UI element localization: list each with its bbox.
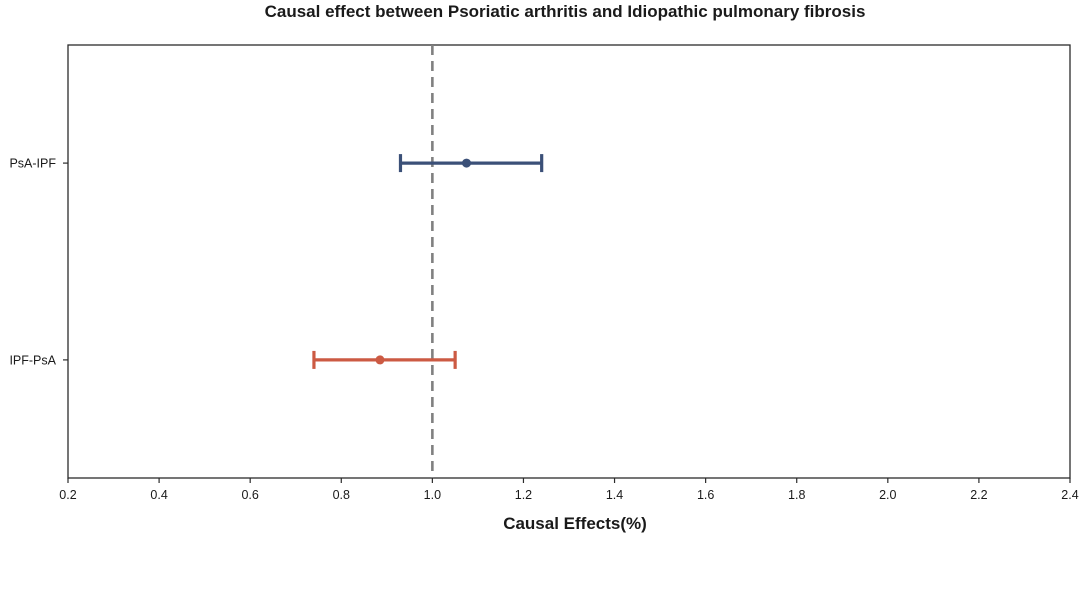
- x-tick-label: 0.4: [150, 488, 167, 502]
- x-tick-label: 0.6: [241, 488, 258, 502]
- x-tick-label: 0.8: [333, 488, 350, 502]
- estimate-row-psa-ipf: PsA-IPF: [9, 154, 544, 173]
- x-tick-label: 1.2: [515, 488, 532, 502]
- x-tick-label: 1.6: [697, 488, 714, 502]
- point-estimate: [375, 355, 385, 365]
- x-axis-label: Causal Effects(%): [503, 514, 647, 533]
- y-category-label: IPF-PsA: [9, 353, 56, 367]
- y-category-label: PsA-IPF: [9, 157, 56, 171]
- x-tick-label: 1.0: [424, 488, 441, 502]
- point-estimate: [462, 158, 472, 168]
- x-tick-label: 1.8: [788, 488, 805, 502]
- estimate-row-ipf-psa: IPF-PsA: [9, 350, 457, 369]
- estimate-rows: PsA-IPF IPF-PsA: [9, 154, 544, 369]
- x-tick-label: 1.4: [606, 488, 623, 502]
- x-tick-label: 0.2: [59, 488, 76, 502]
- x-tick-label: 2.0: [879, 488, 896, 502]
- chart-title: Causal effect between Psoriatic arthriti…: [265, 2, 866, 21]
- x-tick-label: 2.2: [970, 488, 987, 502]
- x-tick-label: 2.4: [1061, 488, 1078, 502]
- plot-frame: [67, 44, 1071, 479]
- x-axis-ticks: 0.2 0.4 0.6 0.8 1.0 1.2 1.4 1.6 1.8 2.0 2.2 2.4: [59, 478, 1079, 502]
